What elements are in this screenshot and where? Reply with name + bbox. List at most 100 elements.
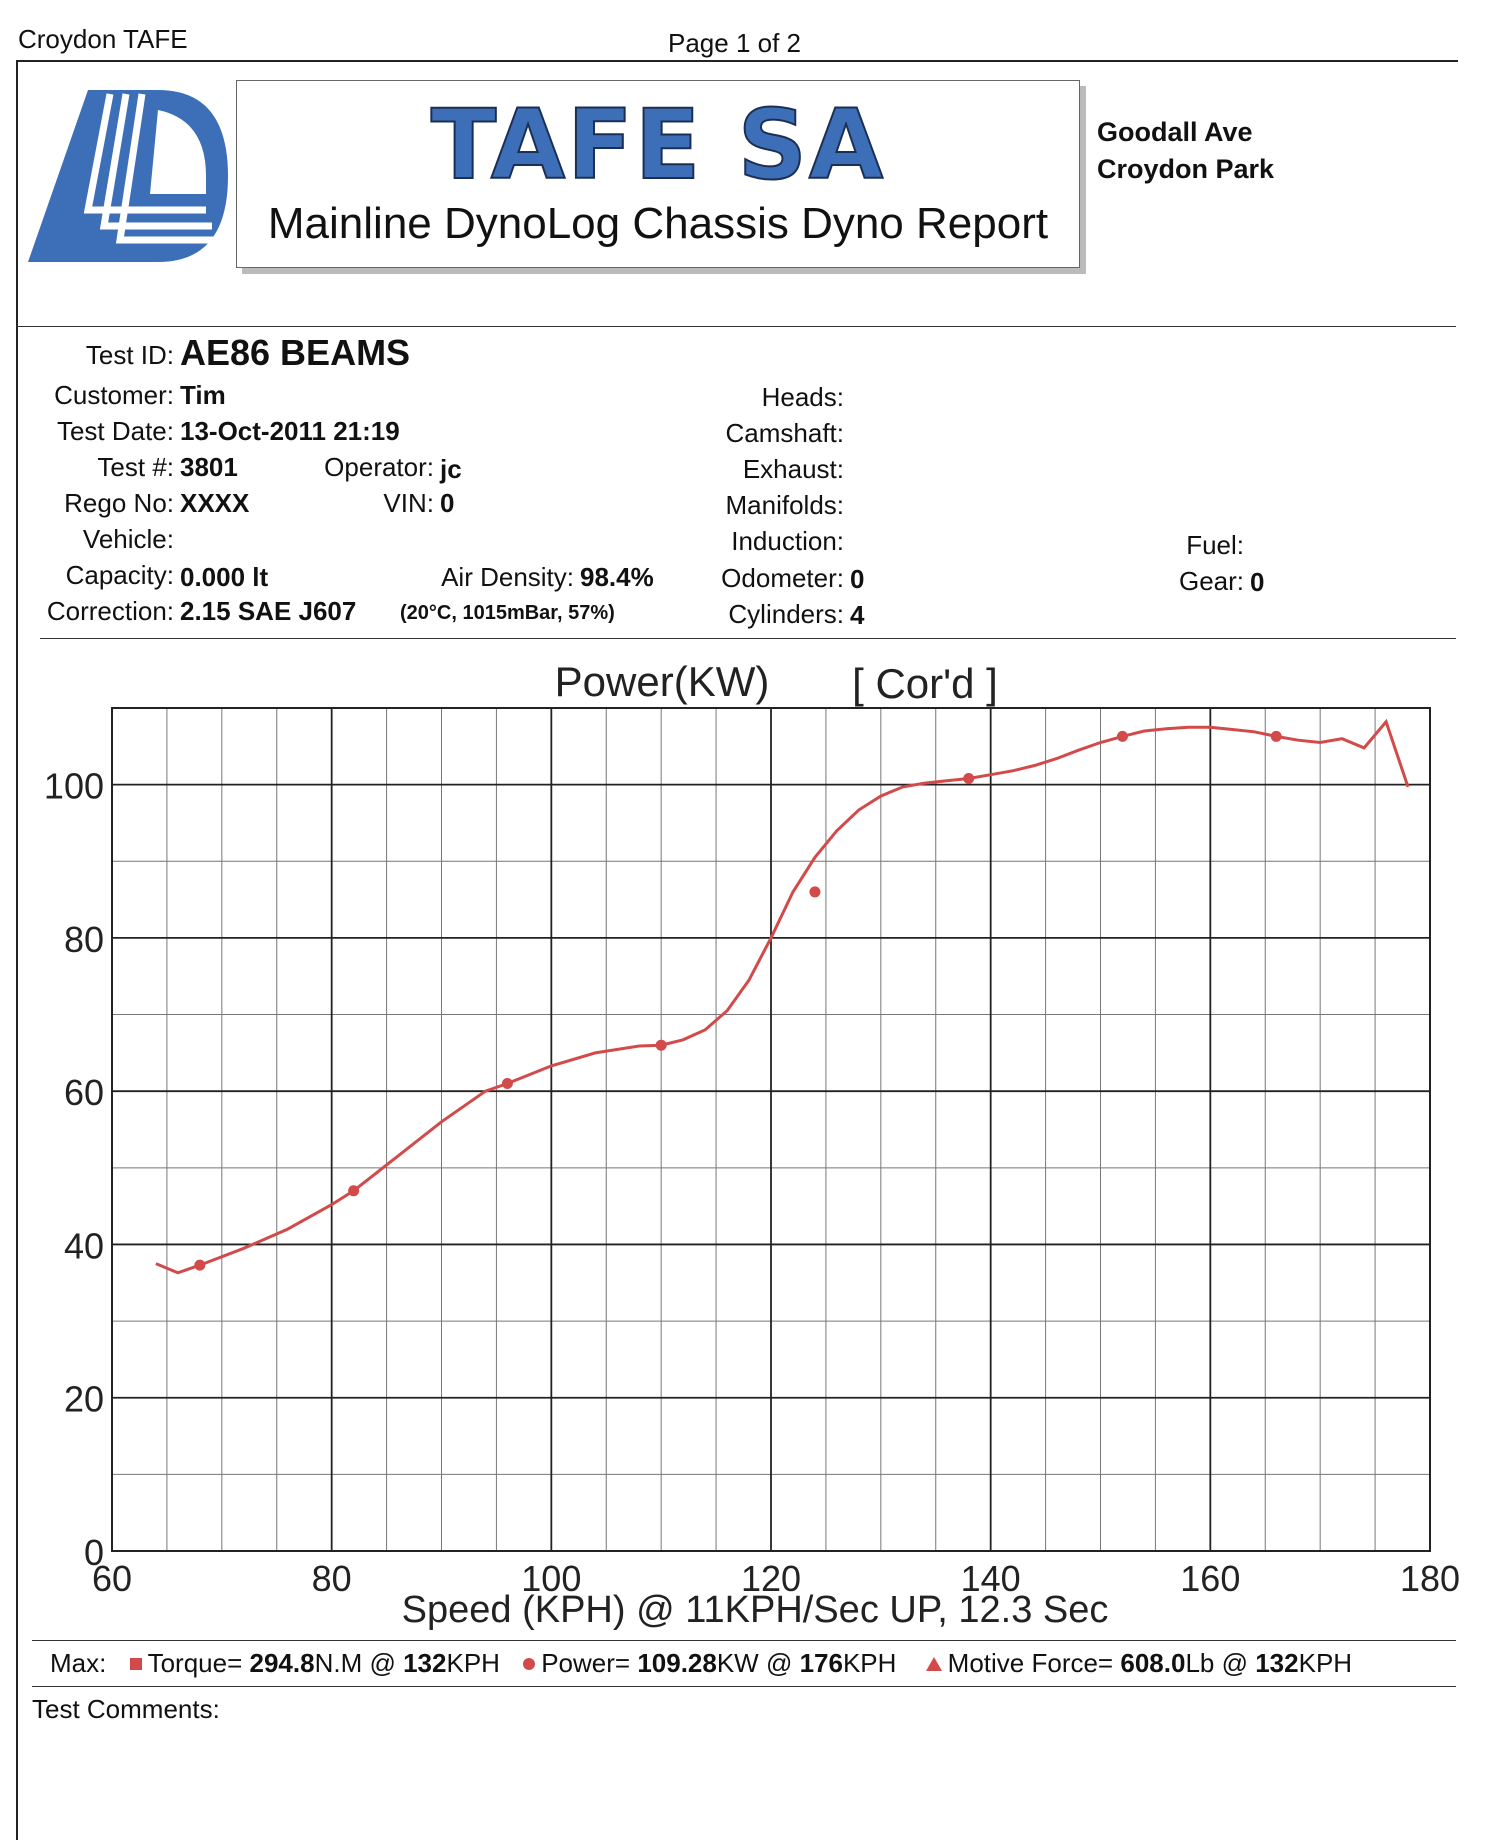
data-point — [809, 886, 821, 898]
x-axis-ticks: 60 80 100 120 140 160 180 — [92, 1558, 1460, 1599]
x-tick-label: 140 — [961, 1558, 1021, 1599]
y-tick-label: 0 — [84, 1532, 104, 1573]
torque-speed-unit: KPH — [446, 1648, 500, 1678]
air-density-label: Air Density: — [441, 562, 574, 592]
chart-subtitle: [ Cor'd ] — [852, 660, 998, 707]
correction-value: 2.15 SAE J607 — [180, 596, 357, 626]
operator-label: Operator: — [324, 452, 434, 482]
chart-title: Power(KW) — [555, 658, 770, 705]
power-series-line — [155, 718, 1410, 1275]
power-chart: Power(KW) [ Cor'd ] 0 20 40 60 80 100 60 80 100… — [44, 658, 1460, 1631]
manifolds-label: Manifolds: — [725, 490, 845, 520]
x-tick-label: 100 — [521, 1558, 581, 1599]
chart-grid-major — [111, 708, 1431, 1552]
torque-label: Torque= — [147, 1648, 243, 1678]
torque-speed: 132 — [403, 1648, 447, 1678]
force-speed-unit: KPH — [1298, 1648, 1353, 1678]
data-point — [1270, 730, 1282, 742]
plot-area — [111, 707, 1431, 1552]
heads-label: Heads: — [761, 382, 844, 412]
x-tick-label: 60 — [92, 1558, 132, 1599]
torque-square-icon — [129, 1657, 142, 1670]
address: Goodall Ave Croydon Park — [1097, 114, 1274, 188]
test-number-value: 3801 — [180, 452, 238, 482]
rego-value: XXXX — [180, 488, 250, 518]
induction-label: Induction: — [731, 526, 844, 556]
test-id-value: AE86 BEAMS — [180, 332, 411, 373]
vin-value: 0 — [440, 488, 455, 518]
power-series-markers — [194, 730, 1282, 1271]
test-number-label: Test #: — [97, 452, 174, 482]
power-circle-icon — [523, 1657, 536, 1670]
test-id-label: Test ID: — [85, 340, 174, 370]
capacity-value: 0.000 lt — [180, 562, 269, 592]
test-date-value: 13-Oct-2011 21:19 — [180, 416, 400, 446]
test-date-label: Test Date: — [56, 416, 174, 446]
address-line-1: Goodall Ave — [1097, 117, 1253, 147]
gear-value: 0 — [1250, 567, 1265, 597]
data-point — [194, 1259, 206, 1271]
divider — [16, 326, 1456, 327]
data-point — [1116, 730, 1128, 742]
y-tick-label: 20 — [64, 1379, 104, 1420]
address-line-2: Croydon Park — [1097, 154, 1275, 184]
force-triangle-icon — [925, 1656, 942, 1671]
force-value: 608.0 — [1120, 1648, 1186, 1678]
data-point — [655, 1039, 667, 1051]
force-speed: 132 — [1255, 1648, 1299, 1678]
vin-label: VIN: — [383, 488, 434, 518]
cylinders-label: Cylinders: — [728, 599, 844, 629]
y-tick-label: 40 — [64, 1225, 104, 1266]
x-tick-label: 160 — [1180, 1558, 1240, 1599]
vehicle-label: Vehicle: — [82, 524, 174, 554]
rego-label: Rego No: — [64, 488, 174, 518]
y-axis-ticks: 0 20 40 60 80 100 — [44, 766, 104, 1573]
tafe-logo-icon — [28, 90, 228, 262]
x-axis-label: Speed (KPH) @ 11KPH/Sec UP, 12.3 Sec — [402, 1589, 1109, 1631]
max-label: Max: — [50, 1648, 107, 1678]
test-conditions: (20°C, 1015mBar, 57%) — [400, 602, 615, 624]
customer-value: Tim — [180, 380, 226, 410]
air-density-value: 98.4% — [580, 562, 654, 592]
x-tick-label: 80 — [312, 1558, 352, 1599]
gear-label: Gear: — [1178, 566, 1244, 596]
force-label: Motive Force= — [947, 1648, 1114, 1678]
x-tick-label: 180 — [1400, 1558, 1460, 1599]
page-frame — [16, 60, 1458, 1840]
data-point — [963, 773, 975, 785]
report-title-box: TAFE SA Mainline DynoLog Chassis Dyno Re… — [236, 80, 1080, 268]
capacity-label: Capacity: — [65, 560, 174, 590]
divider — [32, 1640, 1456, 1641]
customer-label: Customer: — [54, 380, 174, 410]
odometer-label: Odometer: — [721, 563, 844, 593]
fuel-label: Fuel: — [1186, 530, 1244, 560]
site-name: Croydon TAFE — [18, 24, 188, 54]
power-label: Power= — [541, 1648, 631, 1678]
correction-label: Correction: — [46, 596, 174, 626]
y-tick-label: 80 — [64, 919, 104, 960]
cylinders-value: 4 — [850, 600, 865, 630]
odometer-value: 0 — [850, 564, 865, 594]
test-comments-label: Test Comments: — [32, 1694, 220, 1724]
torque-value: 294.8 — [249, 1648, 315, 1678]
report-title: Mainline DynoLog Chassis Dyno Report — [267, 199, 1049, 248]
max-summary: Max: Torque= 294.8N.M @ 132KPH Power= 10… — [50, 1648, 1352, 1679]
exhaust-label: Exhaust: — [742, 454, 844, 484]
brand-name: TAFE SA — [430, 88, 886, 202]
data-point — [348, 1185, 360, 1197]
operator-value: jc — [440, 454, 462, 484]
power-unit: KW @ — [716, 1648, 793, 1678]
y-tick-label: 100 — [44, 766, 104, 807]
camshaft-label: Camshaft: — [725, 418, 845, 448]
power-speed: 176 — [799, 1648, 843, 1678]
power-value: 109.28 — [637, 1648, 717, 1678]
data-point — [501, 1078, 513, 1090]
torque-unit: N.M @ — [314, 1648, 396, 1678]
x-tick-label: 120 — [741, 1558, 801, 1599]
force-unit: Lb @ — [1185, 1648, 1248, 1678]
divider — [40, 638, 1456, 639]
divider — [32, 1686, 1456, 1687]
power-speed-unit: KPH — [842, 1648, 897, 1678]
page-number: Page 1 of 2 — [668, 28, 801, 58]
y-tick-label: 60 — [64, 1072, 104, 1113]
